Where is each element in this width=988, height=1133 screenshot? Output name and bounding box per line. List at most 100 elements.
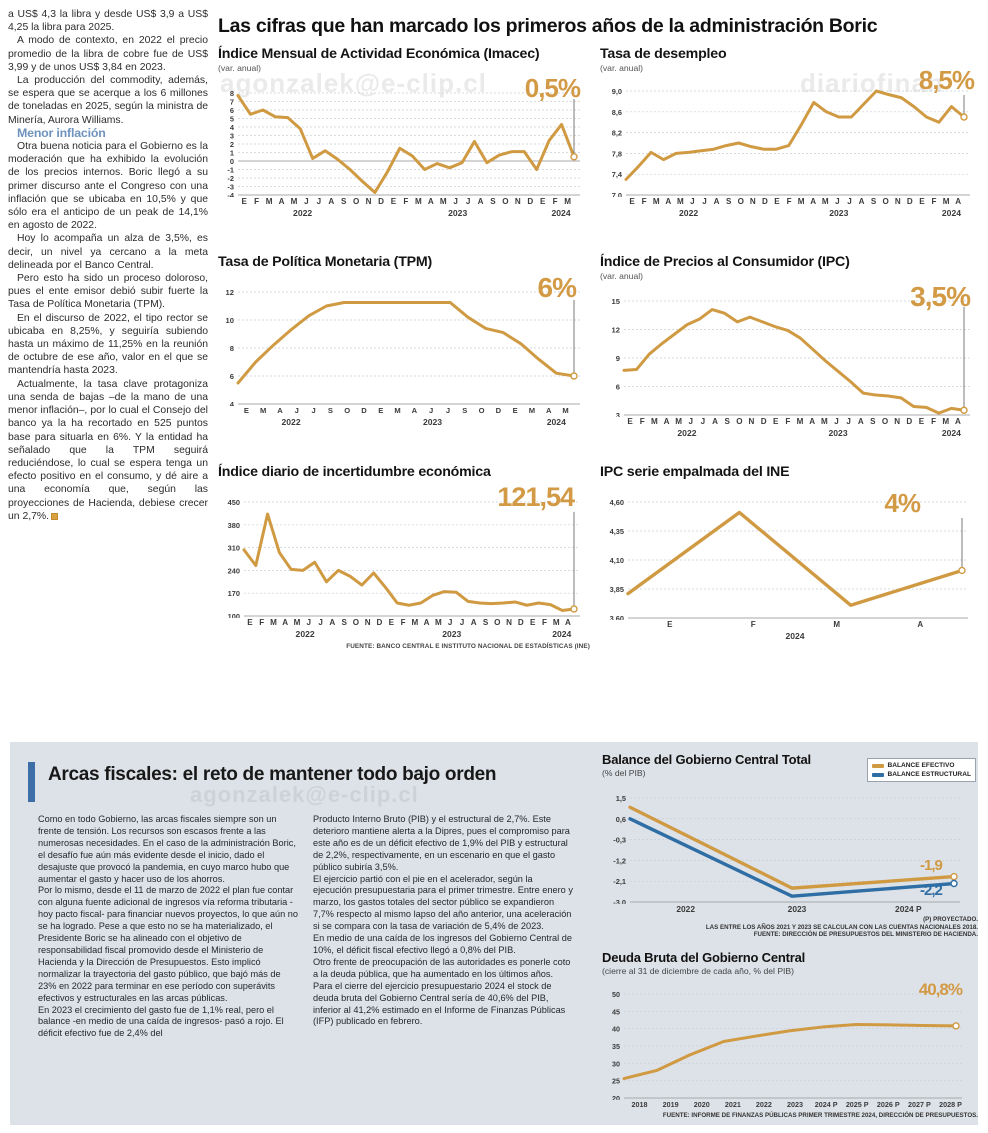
svg-text:-0,3: -0,3	[613, 836, 626, 845]
x-tick-label: A	[470, 618, 477, 627]
year-label: 2024	[546, 417, 566, 427]
svg-text:3: 3	[230, 132, 234, 141]
x-tick-label: D	[517, 618, 524, 627]
left-para2-3: En el discurso de 2022, el tipo rector s…	[8, 312, 208, 377]
svg-text:-1,2: -1,2	[613, 856, 626, 865]
svg-text:8: 8	[230, 89, 234, 98]
svg-text:30: 30	[612, 1059, 620, 1068]
x-tick-label: J	[847, 197, 852, 206]
chart-title: Índice Mensual de Actividad Económica (I…	[218, 46, 540, 62]
plot-area: 450 380 310 240 170 100 121,54 E F M A M J J A S O N D E F M A…	[218, 482, 590, 642]
x-tick-label: 2020	[693, 1100, 710, 1109]
year-label: 2024	[551, 208, 571, 218]
year-label: 2024	[941, 208, 962, 218]
svg-text:6: 6	[230, 106, 234, 115]
x-tick-label: 2024 P	[895, 904, 922, 914]
x-tick-label: E	[243, 406, 249, 415]
legend-label: BALANCE EFECTIVO	[887, 762, 955, 769]
x-tick-label: 2022	[755, 1100, 772, 1109]
bottom-paragraph: En 2023 el crecimiento del gasto fue de …	[38, 1004, 284, 1039]
x-axis: 2022 2023 2024 P	[602, 904, 978, 916]
x-tick-label: A	[277, 406, 283, 415]
svg-text:12: 12	[226, 288, 234, 297]
x-tick-label: F	[931, 417, 937, 426]
year-label: 2023	[828, 428, 848, 438]
x-tick-label: E	[919, 197, 925, 206]
x-tick-label: J	[702, 197, 707, 206]
x-tick-label: J	[846, 417, 851, 426]
x-tick-label: M	[676, 197, 684, 206]
chart-svg: 4,60 4,35 4,10 3,85 3,60	[610, 498, 968, 620]
note-fuente-deuda: FUENTE: INFORME DE FINANZAS PÚBLICAS PRI…	[662, 1112, 978, 1119]
legend-item-efectivo: BALANCE EFECTIVO	[872, 761, 971, 770]
bottom-paragraph: En medio de una caída de los ingresos de…	[313, 933, 572, 955]
x-axis: E F M A 2024	[600, 620, 980, 644]
note-cuentas: LAS ENTRE LOS AÑOS 2021 Y 2023 SE CALCUL…	[705, 923, 978, 931]
chart-callout-value: 40,8%	[918, 980, 963, 999]
x-tick-label: A	[427, 197, 434, 206]
chart-svg: 50 45 40 35 30 25 20	[612, 990, 962, 1100]
x-tick-label: D	[361, 406, 367, 415]
end-mark-icon	[51, 512, 59, 520]
svg-text:9,0: 9,0	[612, 87, 622, 96]
year-label: 2024	[785, 631, 805, 641]
x-tick-label: O	[502, 197, 509, 206]
legend-swatch-blue	[872, 772, 885, 777]
x-tick-label: D	[906, 417, 913, 426]
x-tick-label: A	[282, 618, 289, 627]
x-tick-label: D	[761, 197, 768, 206]
x-tick-label: 2022	[676, 904, 695, 914]
chart-svg: 15 12 9 6 3	[612, 297, 970, 417]
x-tick-label: S	[341, 197, 347, 206]
chart-svg: 450 380 310 240 170 100	[228, 498, 580, 618]
legend-item-estructural: BALANCE ESTRUCTURAL	[872, 770, 971, 779]
x-tick-label: 2028 P	[939, 1100, 962, 1109]
x-tick-label: N	[748, 417, 755, 426]
x-tick-label: M	[552, 618, 560, 627]
svg-text:12: 12	[612, 326, 620, 335]
left-para-2: La producción del commodity, además, se …	[8, 75, 208, 126]
x-tick-label: 2023	[787, 904, 807, 914]
svg-text:-3: -3	[227, 183, 234, 192]
svg-text:25: 25	[612, 1077, 620, 1086]
left-para2-1: Hoy lo acompaña un alza de 3,5%, es deci…	[8, 233, 208, 271]
x-tick-label: E	[529, 618, 536, 627]
bottom-paragraph: Otro frente de preocupación de las autor…	[313, 956, 571, 979]
x-tick-label: F	[259, 618, 265, 627]
x-tick-label: A	[713, 197, 720, 206]
x-tick-label: M	[293, 618, 301, 627]
x-tick-label: M	[394, 406, 401, 415]
x-tick-label: M	[439, 197, 447, 206]
bottom-section: agonzalek@e-clip.cl Arcas fiscales: el r…	[10, 742, 978, 1125]
x-tick-label: S	[341, 618, 347, 627]
svg-text:4,60: 4,60	[610, 498, 624, 507]
left-para2-2: Pero esto ha sido un proceso doloroso, p…	[8, 273, 208, 311]
chart-title: Deuda Bruta del Gobierno Central	[602, 950, 806, 965]
x-tick-label: F	[403, 197, 409, 206]
chart-callout-value: 3,5%	[910, 281, 971, 312]
svg-text:3,85: 3,85	[610, 585, 624, 594]
x-tick-label: E	[774, 197, 780, 206]
left-para-1: A modo de contexto, en 2022 el precio pr…	[8, 35, 208, 73]
bottom-article-column-2: Producto Interno Bruto (PIB) y el estruc…	[313, 814, 573, 1028]
left-article-column: a US$ 4,3 la libra y desde US$ 3,9 a US$…	[8, 8, 208, 718]
x-tick-label: F	[931, 197, 937, 206]
x-tick-label: A	[954, 417, 961, 426]
x-tick-label: J	[316, 197, 322, 206]
x-tick-label: O	[344, 406, 351, 415]
x-tick-label: J	[306, 618, 312, 627]
x-axis: E F M A M J J A S O N D E F M A M J J A S O N D E F M 2022 2023 2024	[218, 197, 590, 221]
svg-text:6: 6	[616, 383, 620, 392]
year-label: 2022	[677, 428, 697, 438]
legend-label: BALANCE ESTRUCTURAL	[887, 771, 971, 778]
chart-svg: 1,5 0,6 -0,3 -1,2 -2,1 -3,0	[613, 794, 960, 904]
chart-callout-value: 4%	[884, 488, 921, 518]
x-tick-label: F	[641, 197, 647, 206]
x-tick-label: J	[445, 406, 451, 415]
plot-area: 15 12 9 6 3 3,5% E F M A M J J A S O N D E F M A M J J A S O N D E F M A 2…	[600, 281, 980, 441]
year-label: 2022	[679, 208, 699, 218]
svg-text:15: 15	[612, 297, 621, 306]
x-tick-label: A	[546, 406, 552, 415]
x-tick-label: 2023	[787, 1100, 804, 1109]
svg-text:5: 5	[230, 115, 234, 124]
